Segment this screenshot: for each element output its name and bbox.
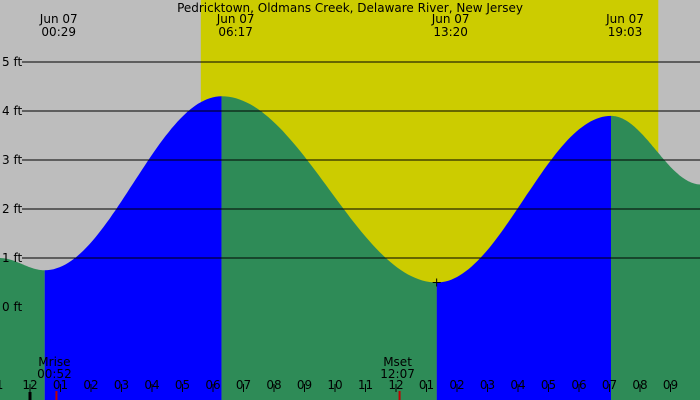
y-tick-label: 4 ft	[2, 104, 22, 118]
y-tick-label: 2 ft	[2, 202, 22, 216]
x-tick-label: 06	[571, 378, 586, 392]
x-tick-label: 04	[510, 378, 525, 392]
x-tick-label: 12	[22, 378, 37, 392]
x-tick-label: 09	[297, 378, 312, 392]
x-tick-label: 11	[358, 378, 373, 392]
x-tick-label: 03	[114, 378, 129, 392]
y-tick-label: 0 ft	[2, 300, 22, 314]
event-time-label: 13:20	[433, 25, 468, 39]
x-tick-label: 02	[449, 378, 464, 392]
x-tick-label: 04	[144, 378, 159, 392]
falling-tide-area	[0, 258, 45, 400]
x-tick-label: 02	[83, 378, 98, 392]
event-time-label: 06:17	[218, 25, 253, 39]
x-tick-label: 09	[663, 378, 678, 392]
x-tick-label: 06	[205, 378, 220, 392]
x-tick-label: 07	[236, 378, 251, 392]
x-tick-label: 08	[266, 378, 281, 392]
moon-event-tick	[55, 391, 58, 400]
moon-event-tick	[398, 391, 401, 400]
event-date-label: Jun 07	[431, 12, 470, 26]
y-tick-label: 1 ft	[2, 251, 22, 265]
x-tick-label: 01	[419, 378, 434, 392]
x-tick-label: 05	[541, 378, 556, 392]
falling-tide-area	[221, 96, 437, 400]
event-date-label: Jun 07	[216, 12, 255, 26]
x-tick-label: 07	[602, 378, 617, 392]
event-date-label: Jun 07	[39, 12, 78, 26]
x-tick-label: 10	[327, 378, 342, 392]
moon-event-label: Mrise	[38, 355, 70, 369]
x-tick-label: 05	[175, 378, 190, 392]
y-tick-label: 3 ft	[2, 153, 22, 167]
x-tick-label: 12	[388, 378, 403, 392]
event-time-label: 00:29	[41, 25, 76, 39]
x-tick-label: 08	[632, 378, 647, 392]
chart-title: Pedricktown, Oldmans Creek, Delaware Riv…	[177, 1, 523, 15]
moon-event-time: 00:52	[37, 367, 72, 381]
moon-event-time: 12:07	[380, 367, 415, 381]
x-tick-label: 1	[0, 378, 3, 392]
event-date-label: Jun 07	[605, 12, 644, 26]
x-tick-label: 01	[53, 378, 68, 392]
rising-tide-area	[44, 96, 222, 400]
moon-event-label: Mset	[383, 355, 412, 369]
midnight-tick	[28, 392, 32, 400]
y-tick-label: 5 ft	[2, 55, 22, 69]
event-time-label: 19:03	[608, 25, 643, 39]
x-tick-label: 03	[480, 378, 495, 392]
